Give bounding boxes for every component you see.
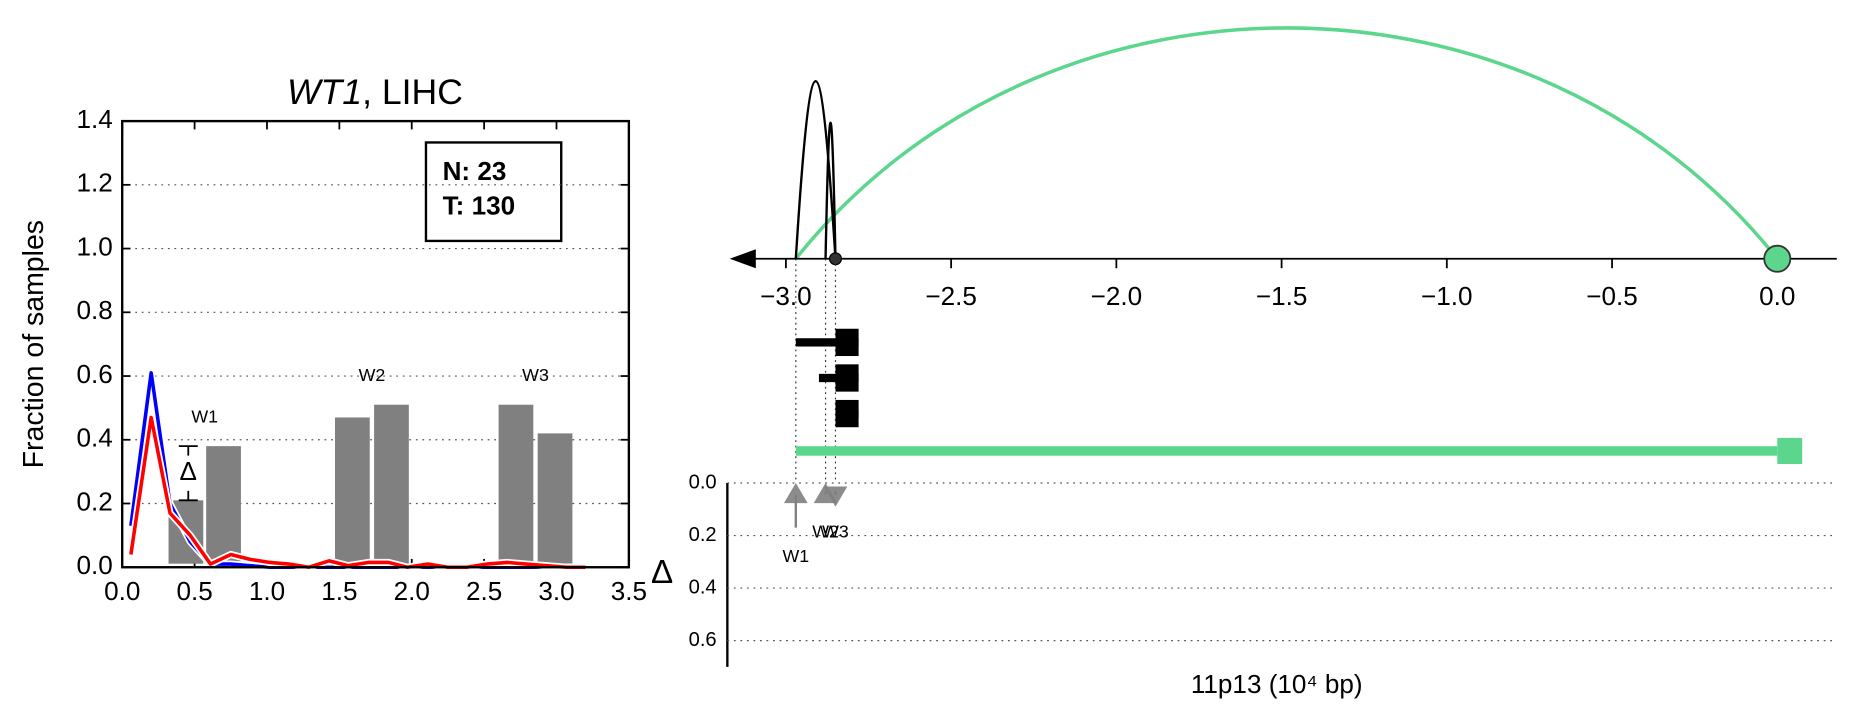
x-tick-label: 3.5 [611,576,647,606]
gene-exon [835,364,859,392]
gene-exon [835,399,859,428]
legend-text: T: 130 [443,191,516,221]
x-tick-label: −2.5 [925,281,977,311]
bar [374,404,409,564]
x-tick-label: 0.0 [1759,281,1795,311]
marker-label: W1 [782,546,809,566]
delta-marker [783,482,808,528]
y-tick-label: 0.6 [76,359,112,389]
bar-label: W1 [191,406,218,426]
x-tick-label: −1.5 [1256,281,1308,311]
x-tick-label: −2.0 [1091,281,1143,311]
delta-marker [823,486,848,507]
x-tick-label: 1.5 [321,576,357,606]
y-tick-label: 0.2 [76,486,112,516]
marker-triangle [823,486,848,507]
x-tick-label: 1.0 [249,576,285,606]
span-end [1777,437,1803,465]
legend-box [424,141,563,243]
axis-arrow [729,249,756,269]
legend-text: N: 23 [443,156,507,186]
title-gene: WT1 [287,72,362,112]
bar [335,417,370,564]
bar-label: W3 [522,365,549,385]
x-tick-label: 2.5 [466,576,502,606]
marker-label: W2 [812,522,839,542]
chart-title: WT1, LIHC [287,72,463,112]
x-tick-label: 3.0 [538,576,574,606]
x-tick-label: 0.0 [104,576,140,606]
x-tick-label: −3.0 [760,281,812,311]
y-tick-label: 1.2 [76,168,112,198]
x-tick-label: −1.0 [1421,281,1473,311]
arc [794,80,837,259]
arc [824,121,837,259]
delta-bracket [178,445,198,502]
bar-label: W2 [359,365,386,385]
x-tick-label: 0.5 [176,576,212,606]
y-axis-label: Δ [651,554,673,591]
delta-label: Δ [180,456,197,486]
y-tick-label: 0.4 [689,576,717,598]
x-tick-label: 2.0 [394,576,430,606]
marker-triangle [783,482,808,504]
arc [794,26,1779,260]
y-tick-label: 0.2 [689,524,717,546]
gene-exon [835,328,859,357]
plot-frame [121,119,631,569]
y-tick-label: 0.0 [689,471,717,493]
bar [537,433,573,564]
y-tick-label: 0.8 [76,295,112,325]
gene-body [795,338,859,347]
bar [206,446,241,564]
series-line [129,415,586,570]
y-tick-label: 0.6 [689,629,717,651]
y-tick-label: 0.4 [76,423,112,453]
x-axis-label: 11p13 (10⁴ bp) [1191,669,1363,699]
y-tick-label: 1.4 [76,104,112,134]
y-tick-label: 0.0 [76,550,112,580]
point [828,252,842,266]
y-tick-label: 1.0 [76,231,112,261]
span-bar [795,446,1778,456]
x-tick-label: −0.5 [1586,281,1638,311]
title-rest: , LIHC [362,72,463,112]
point [1763,244,1792,273]
marker-label: W3 [822,522,849,542]
y-axis-label: Fraction of samples [18,220,50,468]
bar [498,404,534,564]
